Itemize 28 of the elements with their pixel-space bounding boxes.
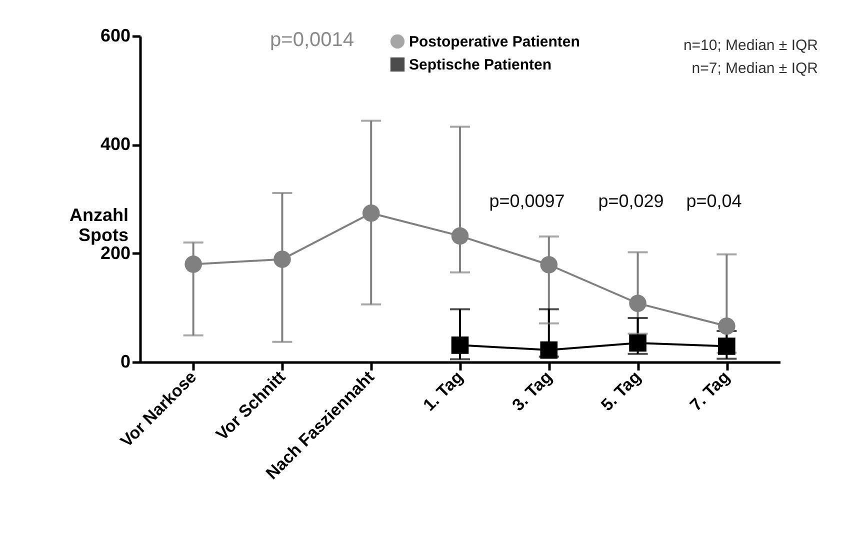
- x-tick-label: 1. Tag: [420, 367, 467, 415]
- point: [540, 256, 558, 274]
- y-tick-label: 400: [100, 134, 130, 154]
- point: [718, 338, 736, 355]
- y-axis-title: Anzahl Spots: [69, 204, 128, 245]
- y-tick-label: 200: [100, 242, 130, 263]
- point: [184, 256, 202, 273]
- point: [274, 250, 291, 268]
- y-tick-label: 0: [120, 352, 130, 372]
- x-tick-label: 7. Tag: [686, 367, 734, 415]
- annotation: n=10; Median ± IQR: [683, 37, 818, 54]
- annotation: p=0,0014: [270, 29, 354, 51]
- point: [362, 204, 380, 222]
- point: [629, 294, 646, 312]
- point: [540, 341, 558, 359]
- annotation: n=7; Median ± IQR: [692, 60, 818, 77]
- legend-label: Postoperative Patienten: [409, 34, 580, 50]
- point: [451, 336, 469, 354]
- point: [718, 317, 736, 335]
- annotation: p=0,04: [686, 191, 742, 211]
- point: [629, 334, 646, 352]
- x-tick-label: 5. Tag: [597, 367, 645, 415]
- annotation: p=0,0097: [489, 191, 565, 211]
- y-tick-label: 600: [100, 26, 130, 46]
- annotation: p=0,029: [598, 191, 664, 211]
- legend-label: Septische Patienten: [409, 56, 552, 74]
- x-tick-label: 3. Tag: [508, 367, 556, 415]
- point: [451, 227, 469, 245]
